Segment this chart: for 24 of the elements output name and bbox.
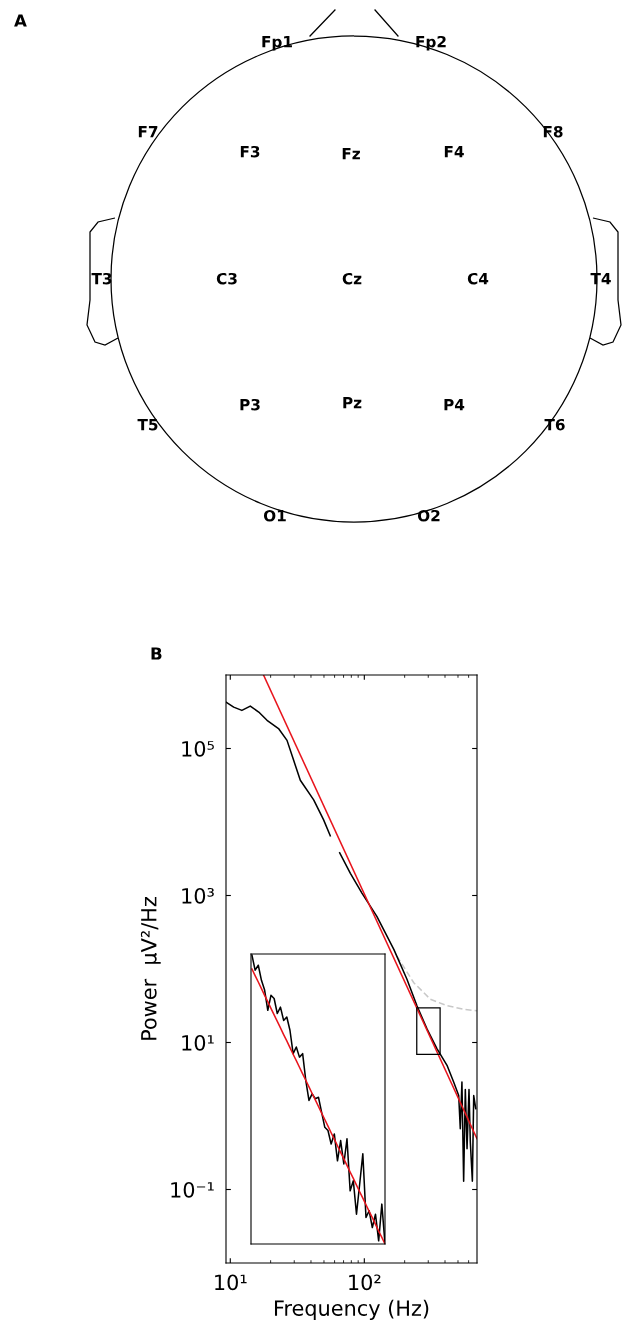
text: P3 — [240, 398, 260, 411]
y-tick-label: 10³ — [182, 887, 214, 904]
text: Fz — [342, 148, 360, 160]
y-axis-title: Power μV²/Hz — [140, 897, 161, 1040]
x-tick-label: 10² — [349, 1274, 381, 1291]
text: Fp2 — [416, 35, 446, 51]
text: P4 — [444, 399, 465, 411]
text: F3 — [240, 145, 260, 158]
text: C3 — [216, 272, 237, 285]
x-axis-title: Frequency (Hz) — [274, 1299, 429, 1320]
text: O1 — [263, 509, 286, 522]
text: C4 — [467, 272, 489, 285]
chart-title: B — [151, 647, 162, 660]
y-tick-label: 10¹ — [182, 1034, 214, 1051]
text: T5 — [137, 419, 158, 431]
text: F7 — [138, 126, 158, 138]
text: O2 — [417, 509, 440, 522]
text: Fp1 — [262, 36, 292, 51]
text: Pz — [343, 397, 362, 409]
text: Cz — [342, 272, 362, 285]
text: F4 — [444, 146, 464, 158]
y-tick-label: 10⁻¹ — [171, 1181, 214, 1198]
y-tick-label: 10⁵ — [182, 740, 214, 757]
text: A — [14, 14, 27, 27]
